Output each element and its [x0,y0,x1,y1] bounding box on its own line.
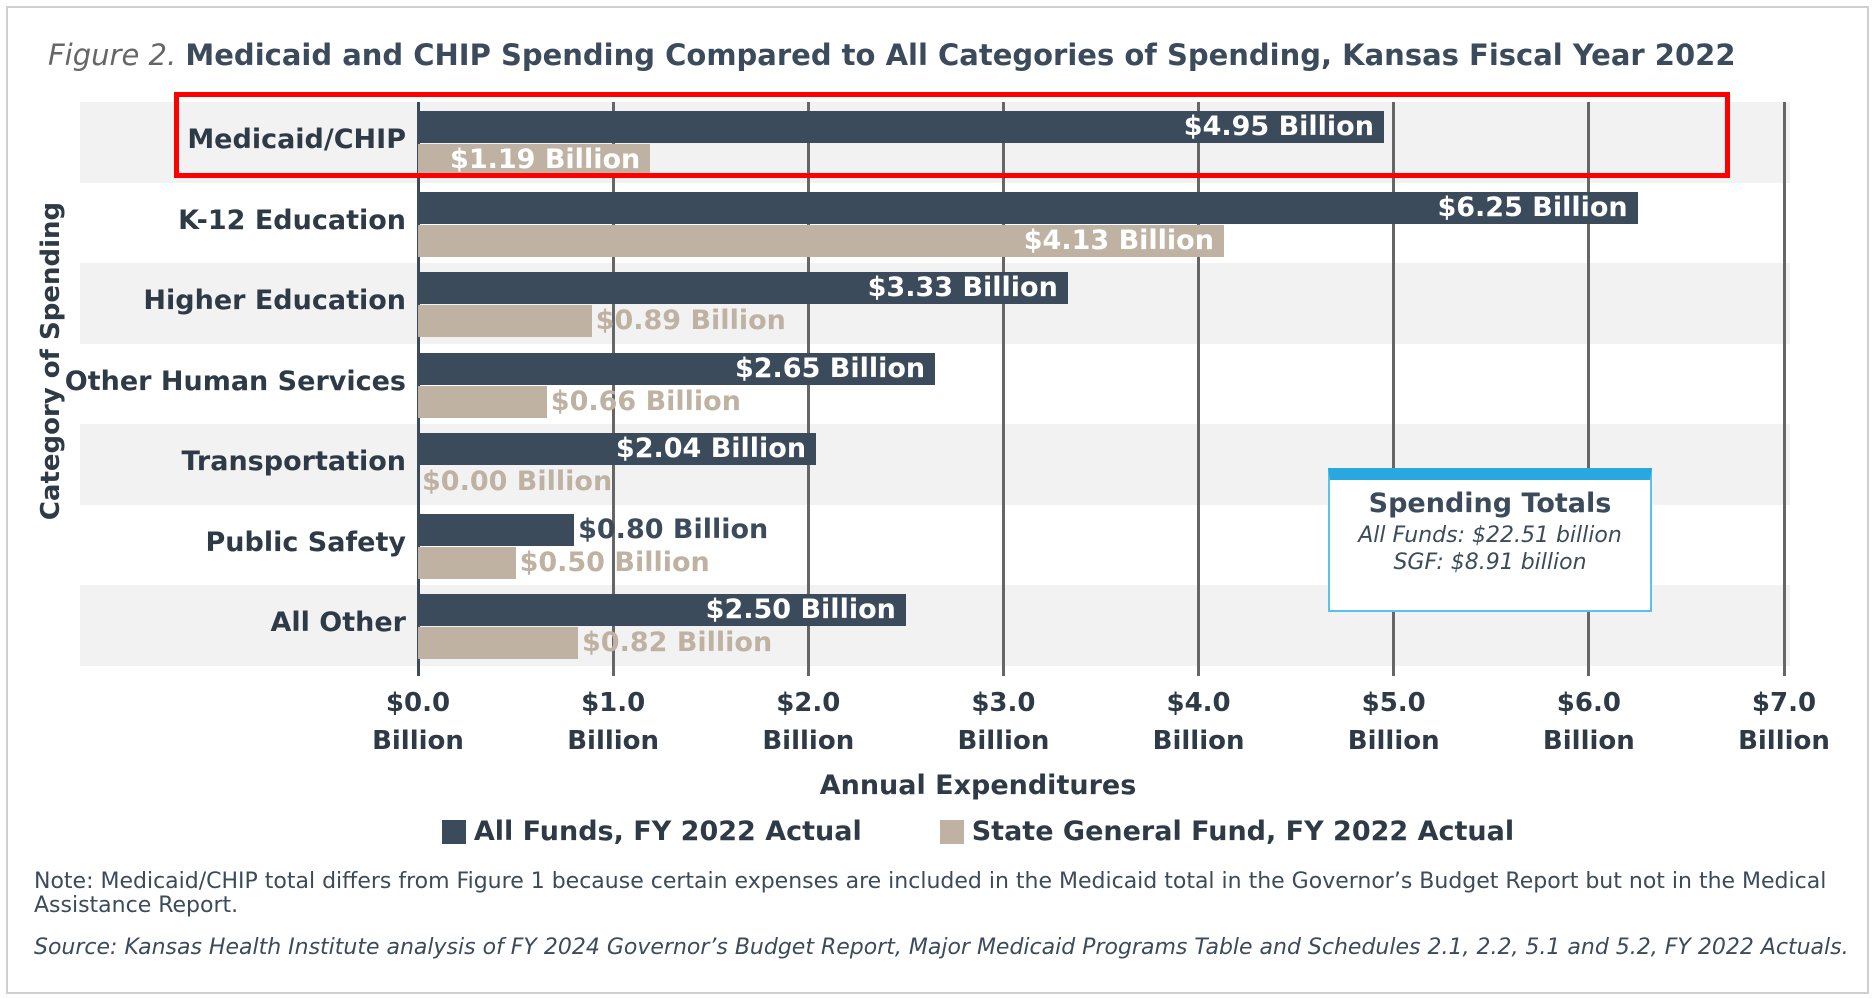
value-label: $4.13 Billion [1023,224,1214,256]
value-label: $2.04 Billion [615,433,807,464]
value-label: $0.89 Billion [595,305,786,336]
value-label: $3.33 Billion [867,272,1058,303]
x-tick-label: $6.0 Billion [1542,687,1635,756]
value-label: $6.25 Billion [1437,191,1628,223]
legend-swatch [939,819,964,844]
category-label: Higher Education [143,285,406,316]
x-tick-label: $2.0 Billion [762,687,855,756]
grid-line [806,102,810,676]
value-label: $0.50 Billion [519,546,710,578]
x-tick-label: $0.0 Billion [372,687,464,756]
x-tick-label: $4.0 Billion [1152,687,1245,756]
bar [418,385,547,418]
totals-line: SGF: $8.91 billion [1393,550,1587,575]
bar [418,513,575,546]
bar [418,144,651,176]
bar [418,111,1384,143]
grid-line [611,102,615,676]
bar [418,627,579,659]
source: Source: Kansas Health Institute analysis… [34,935,1849,960]
legend-item: All Funds, FY 2022 Actual [441,816,862,847]
bar [418,546,516,579]
category-label: Other Human Services [64,365,406,397]
totals-line: All Funds: $22.51 billion [1358,523,1622,548]
category-label: Transportation [181,446,406,477]
bar [418,305,592,337]
chart-title: Medicaid and CHIP Spending Compared to A… [185,38,1736,72]
category-label: All Other [270,607,406,638]
category-label: Public Safety [205,526,406,558]
totals-box: Spending Totals All Funds: $22.51 billio… [1328,468,1652,612]
bar [418,433,817,465]
category-label: K-12 Education [178,204,406,236]
value-label: $4.95 Billion [1183,111,1374,142]
bar [418,594,906,626]
figure-label: Figure 2. [48,38,177,72]
value-label: $0.82 Billion [582,627,773,658]
value-label: $0.00 Billion [422,466,613,497]
legend-label: State General Fund, FY 2022 Actual [971,816,1515,847]
value-label: $1.19 Billion [450,144,641,175]
highlight-box [174,92,1730,178]
note: Note: Medicaid/CHIP total differs from F… [34,869,1827,918]
grid-line [1782,102,1786,676]
grid-line [1392,102,1396,676]
bar [418,352,936,385]
value-label: $0.66 Billion [550,385,741,417]
bar [418,272,1068,304]
category-label: Medicaid/CHIP [187,124,406,155]
x-tick-label: $5.0 Billion [1347,687,1440,756]
y-axis-label: Category of Spending [36,201,66,521]
figure-frame: Figure 2. Medicaid and CHIP Spending Com… [6,6,1869,994]
value-label: $2.65 Billion [734,352,926,384]
grid-line [1197,102,1201,676]
legend-label: All Funds, FY 2022 Actual [473,816,862,847]
grid-line [1587,102,1591,676]
value-label: $2.50 Billion [705,594,896,625]
bar [418,224,1224,257]
legend: All Funds, FY 2022 Actual State General F… [8,816,1867,847]
legend-item: State General Fund, FY 2022 Actual [939,816,1515,847]
bar [418,191,1638,224]
x-axis-label: Annual Expenditures [819,770,1137,801]
grid-line [1001,102,1005,676]
plot: $0.0 Billion $1.0 Billion $2.0 Billion $3.0… [8,8,1867,992]
value-label: $0.80 Billion [578,513,769,545]
legend-swatch [441,819,466,844]
x-tick-label: $3.0 Billion [957,687,1050,756]
title-line: Figure 2. Medicaid and CHIP Spending Com… [48,38,1736,72]
x-tick-label: $7.0 Billion [1738,687,1830,756]
totals-title: Spending Totals [1368,488,1612,519]
x-tick-label: $1.0 Billion [567,687,660,756]
